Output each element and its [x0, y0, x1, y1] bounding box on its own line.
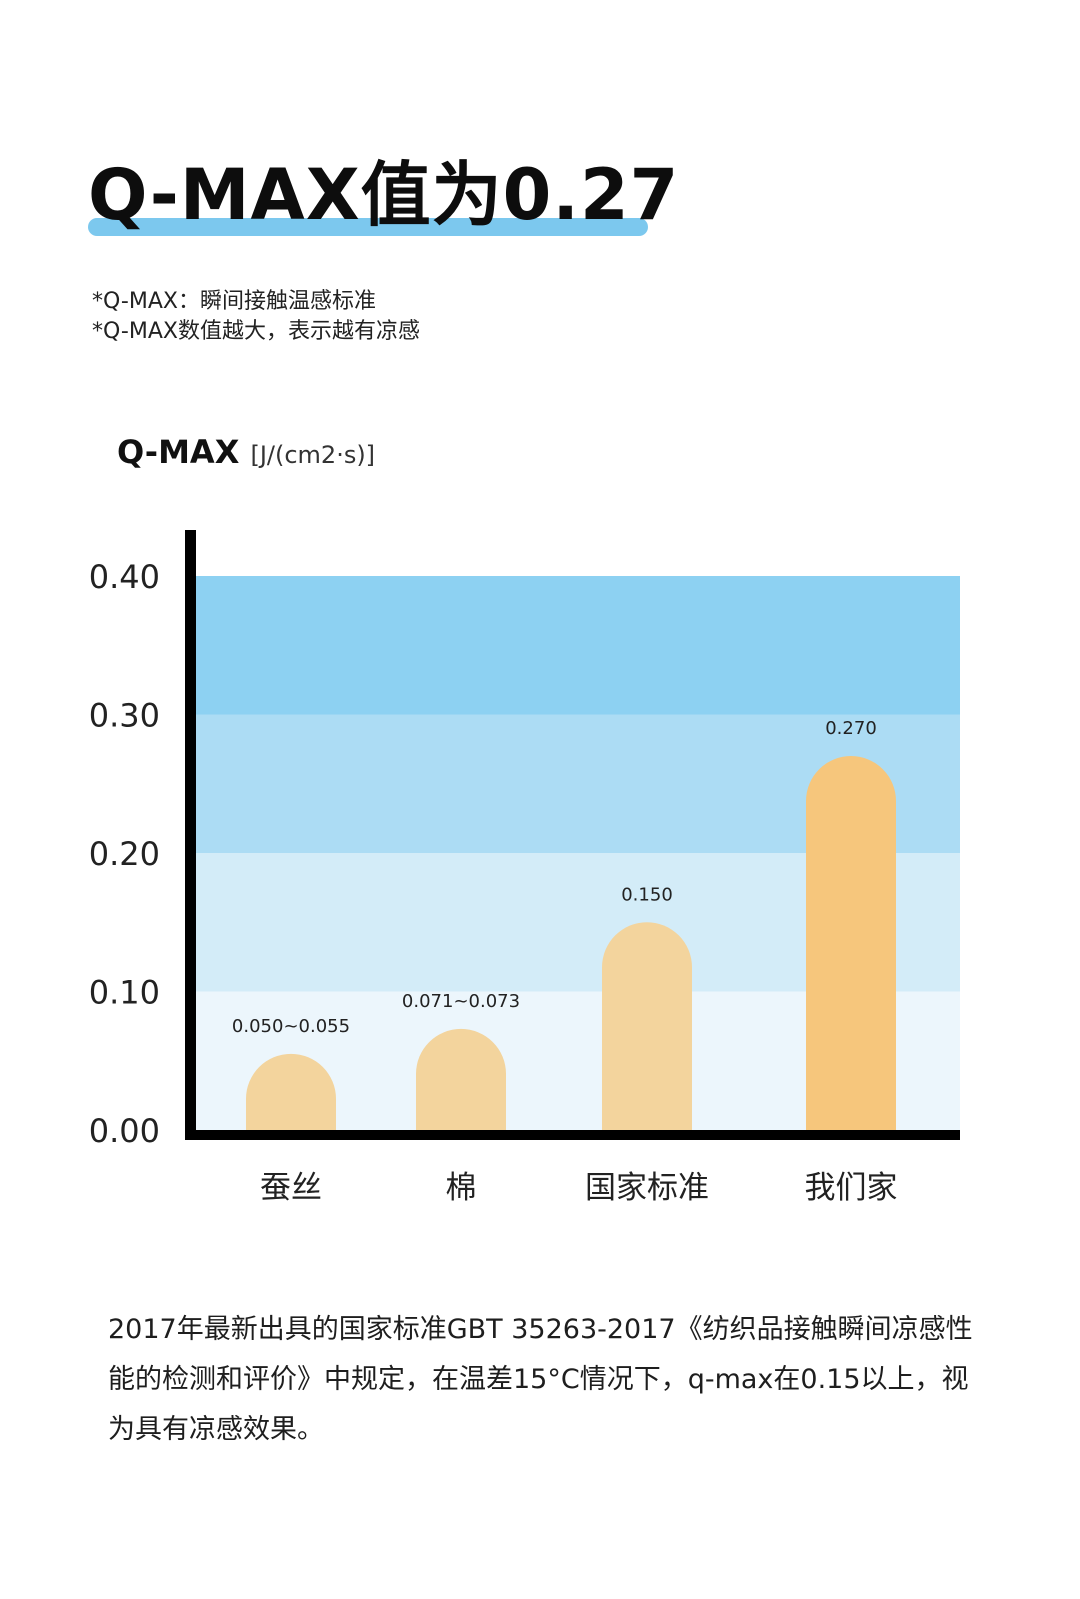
- data-label: 0.050~0.055: [232, 1016, 350, 1037]
- data-label: 0.270: [825, 718, 877, 739]
- chart-title-unit: [J/(cm2·s)]: [250, 441, 376, 469]
- bar: [806, 756, 896, 1130]
- x-tick-label: 我们家: [805, 1170, 898, 1206]
- headline: Q-MAX值为0.27: [88, 154, 680, 236]
- note-line: *Q-MAX：瞬间接触温感标准: [92, 289, 376, 314]
- background-band: [196, 576, 960, 715]
- y-tick-label: 0.10: [89, 974, 160, 1012]
- x-tick-label: 蚕丝: [260, 1170, 322, 1206]
- note-line: *Q-MAX数值越大，表示越有凉感: [92, 319, 420, 344]
- chart-title: Q-MAX [J/(cm2·s)]: [117, 433, 375, 471]
- y-tick-label: 0.30: [89, 697, 160, 735]
- footer-text: 2017年最新出具的国家标准GBT 35263-2017《纺织品接触瞬间凉感性能…: [108, 1314, 973, 1445]
- x-axis: [185, 1130, 960, 1140]
- data-label: 0.150: [621, 884, 673, 905]
- chart-title-main: Q-MAX: [117, 433, 240, 471]
- headline-block: Q-MAX值为0.27: [88, 150, 708, 260]
- x-tick-label: 棉: [446, 1170, 477, 1206]
- bar: [602, 922, 692, 1130]
- y-tick-label: 0.00: [89, 1112, 160, 1150]
- bar: [246, 1053, 336, 1130]
- x-tick-label: 国家标准: [585, 1170, 709, 1206]
- y-tick-label: 0.20: [89, 835, 160, 873]
- data-label: 0.071~0.073: [402, 991, 520, 1012]
- y-axis: [185, 530, 196, 1140]
- notes: *Q-MAX：瞬间接触温感标准 *Q-MAX数值越大，表示越有凉感: [92, 287, 420, 347]
- headline-underline: [88, 218, 648, 236]
- y-tick-label: 0.40: [89, 558, 160, 596]
- bar: [416, 1028, 506, 1130]
- bar-chart: 0.00 0.10 0.20 0.30 0.40 0.050~0.055 蚕丝 0.071~0…: [89, 530, 960, 1206]
